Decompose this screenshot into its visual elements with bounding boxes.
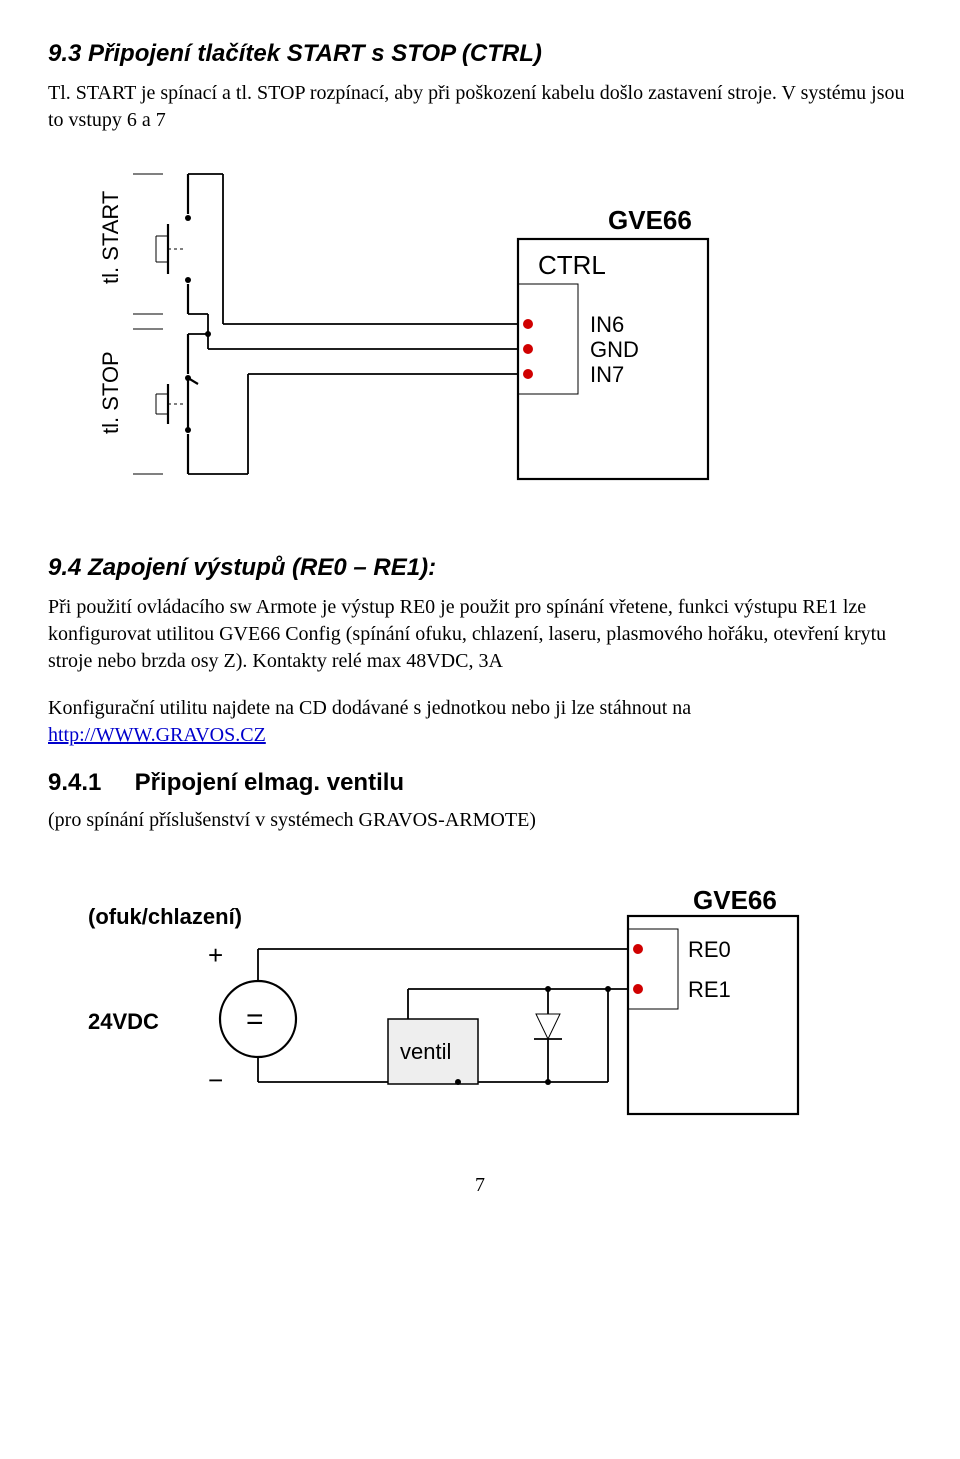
heading-9-3: 9.3 Připojení tlačítek START s STOP (CTR… — [48, 40, 912, 68]
heading-9-4-1-title: Připojení elmag. ventilu — [135, 769, 404, 796]
pin-gnd-dot — [523, 344, 533, 354]
label-24vdc: 24VDC — [88, 1009, 159, 1034]
page-number: 7 — [48, 1174, 912, 1197]
label-device-2: GVE66 — [693, 885, 777, 915]
heading-9-4-1-num: 9.4.1 — [48, 769, 128, 797]
label-minus: − — [208, 1065, 223, 1095]
pin-in6-dot — [523, 319, 533, 329]
label-gnd: GND — [590, 337, 639, 362]
label-re0: RE0 — [688, 937, 731, 962]
diagram-valve-wiring: (ofuk/chlazení) + − 24VDC = ventil GVE66… — [48, 854, 912, 1134]
label-device-1: GVE66 — [608, 205, 692, 235]
para-9-4-b: Konfigurační utilitu najdete na CD dodáv… — [48, 695, 912, 749]
heading-9-4: 9.4 Zapojení výstupů (RE0 – RE1): — [48, 554, 912, 582]
label-tl-start: tl. START — [98, 191, 123, 284]
para-9-4-b-text: Konfigurační utilitu najdete na CD dodáv… — [48, 697, 691, 719]
label-in7: IN7 — [590, 362, 624, 387]
label-re1: RE1 — [688, 977, 731, 1002]
link-gravos[interactable]: http://WWW.GRAVOS.CZ — [48, 724, 266, 746]
heading-9-4-1: 9.4.1 Připojení elmag. ventilu — [48, 769, 912, 797]
para-9-4-1: (pro spínání příslušenství v systémech G… — [48, 807, 912, 834]
pin-re1-dot — [633, 984, 643, 994]
label-ctrl: CTRL — [538, 250, 606, 280]
pin-in7-dot — [523, 369, 533, 379]
label-eq: = — [246, 1003, 264, 1036]
label-ofuk: (ofuk/chlazení) — [88, 904, 242, 929]
para-9-3: Tl. START je spínací a tl. STOP rozpínac… — [48, 80, 912, 134]
para-9-4-a: Při použití ovládacího sw Armote je výst… — [48, 594, 912, 675]
label-in6: IN6 — [590, 312, 624, 337]
label-ventil: ventil — [400, 1039, 451, 1064]
label-plus: + — [208, 940, 223, 970]
pin-re0-dot — [633, 944, 643, 954]
label-tl-stop: tl. STOP — [98, 351, 123, 434]
diagram-ctrl-wiring: tl. STOP tl. START GVE66 CTRL — [48, 154, 912, 514]
